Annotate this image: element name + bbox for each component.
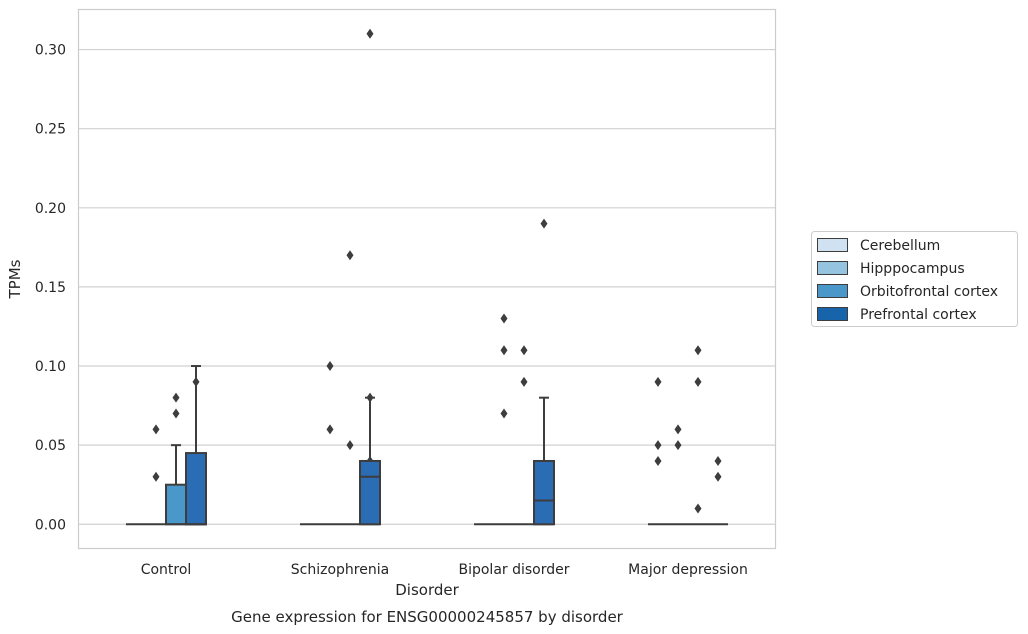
- orbitofrontal-cortex-outlier: [172, 392, 180, 403]
- x-tick-label: Bipolar disorder: [458, 562, 569, 578]
- cerebellum-outlier: [654, 455, 662, 466]
- legend-swatch: [817, 261, 848, 275]
- legend-label: Orbitofrontal cortex: [860, 284, 998, 300]
- hipppocampus-outlier: [152, 471, 160, 482]
- legend: Cerebellum Hipppocampus Orbitofrontal cort…: [811, 231, 1018, 327]
- prefrontal-cortex-outlier: [714, 471, 722, 482]
- orbitofrontal-cortex-outlier: [520, 376, 528, 387]
- legend-frame: [811, 231, 1018, 327]
- y-tick-labels: 0.00 0.05 0.10 0.15 0.20 0.25 0.30: [35, 43, 66, 534]
- cerebellum-outlier: [654, 440, 662, 451]
- orbitofrontal-cortex-outlier: [520, 345, 528, 356]
- x-tick-label: Major depression: [628, 562, 748, 578]
- x-axis-label: Disorder: [395, 581, 459, 599]
- y-tick-label: 0.05: [35, 438, 66, 454]
- legend-label: Cerebellum: [860, 238, 940, 254]
- orbitofrontal-cortex-outlier: [172, 408, 180, 419]
- y-tick-label: 0.30: [35, 43, 66, 59]
- orbitofrontal-cortex-outlier: [694, 503, 702, 514]
- prefrontal-cortex-outlier: [714, 455, 722, 466]
- legend-label: Prefrontal cortex: [860, 307, 977, 323]
- x-tick-label: Schizophrenia: [291, 562, 389, 578]
- orbitofrontal-cortex-box: [165, 483, 187, 526]
- hipppocampus-outlier: [500, 345, 508, 356]
- x-tick-label: Control: [141, 562, 192, 578]
- y-tick-label: 0.20: [35, 201, 66, 217]
- hipppocampus-outlier: [674, 440, 682, 451]
- prefrontal-cortex-main-outlier: [540, 218, 548, 229]
- legend-swatch: [817, 307, 848, 321]
- orbitofrontal-cortex-outlier: [346, 440, 354, 451]
- x-tick-labels: Control Schizophrenia Bipolar disorder Majo…: [141, 562, 748, 578]
- orbitofrontal-cortex-outlier: [694, 345, 702, 356]
- y-axis-label: TPMs: [6, 259, 24, 299]
- orbitofrontal-cortex-outlier: [694, 376, 702, 387]
- box-plot-marks: [126, 28, 728, 526]
- hipppocampus-outlier: [500, 408, 508, 419]
- hipppocampus-outlier: [152, 424, 160, 435]
- orbitofrontal-cortex-outlier: [346, 250, 354, 261]
- hipppocampus-outlier: [326, 424, 334, 435]
- y-tick-label: 0.25: [35, 122, 66, 138]
- hipppocampus-outlier: [500, 313, 508, 324]
- legend-swatch: [817, 238, 848, 252]
- y-tick-label: 0.00: [35, 517, 66, 533]
- hipppocampus-outlier: [326, 361, 334, 372]
- legend-swatch: [817, 284, 848, 298]
- prefrontal-cortex-main-box: [533, 459, 555, 526]
- grid-lines: [79, 48, 775, 525]
- prefrontal-cortex-main-box: [185, 452, 207, 526]
- cerebellum-outlier: [654, 376, 662, 387]
- prefrontal-cortex-main-box: [359, 459, 381, 526]
- plot-frame: [77, 8, 777, 550]
- prefrontal-cortex-outlier: [366, 28, 374, 39]
- y-tick-label: 0.10: [35, 359, 66, 375]
- y-tick-label: 0.15: [35, 280, 66, 296]
- legend-label: Hipppocampus: [860, 261, 965, 277]
- hipppocampus-outlier: [674, 424, 682, 435]
- chart-caption: Gene expression for ENSG00000245857 by d…: [231, 608, 624, 626]
